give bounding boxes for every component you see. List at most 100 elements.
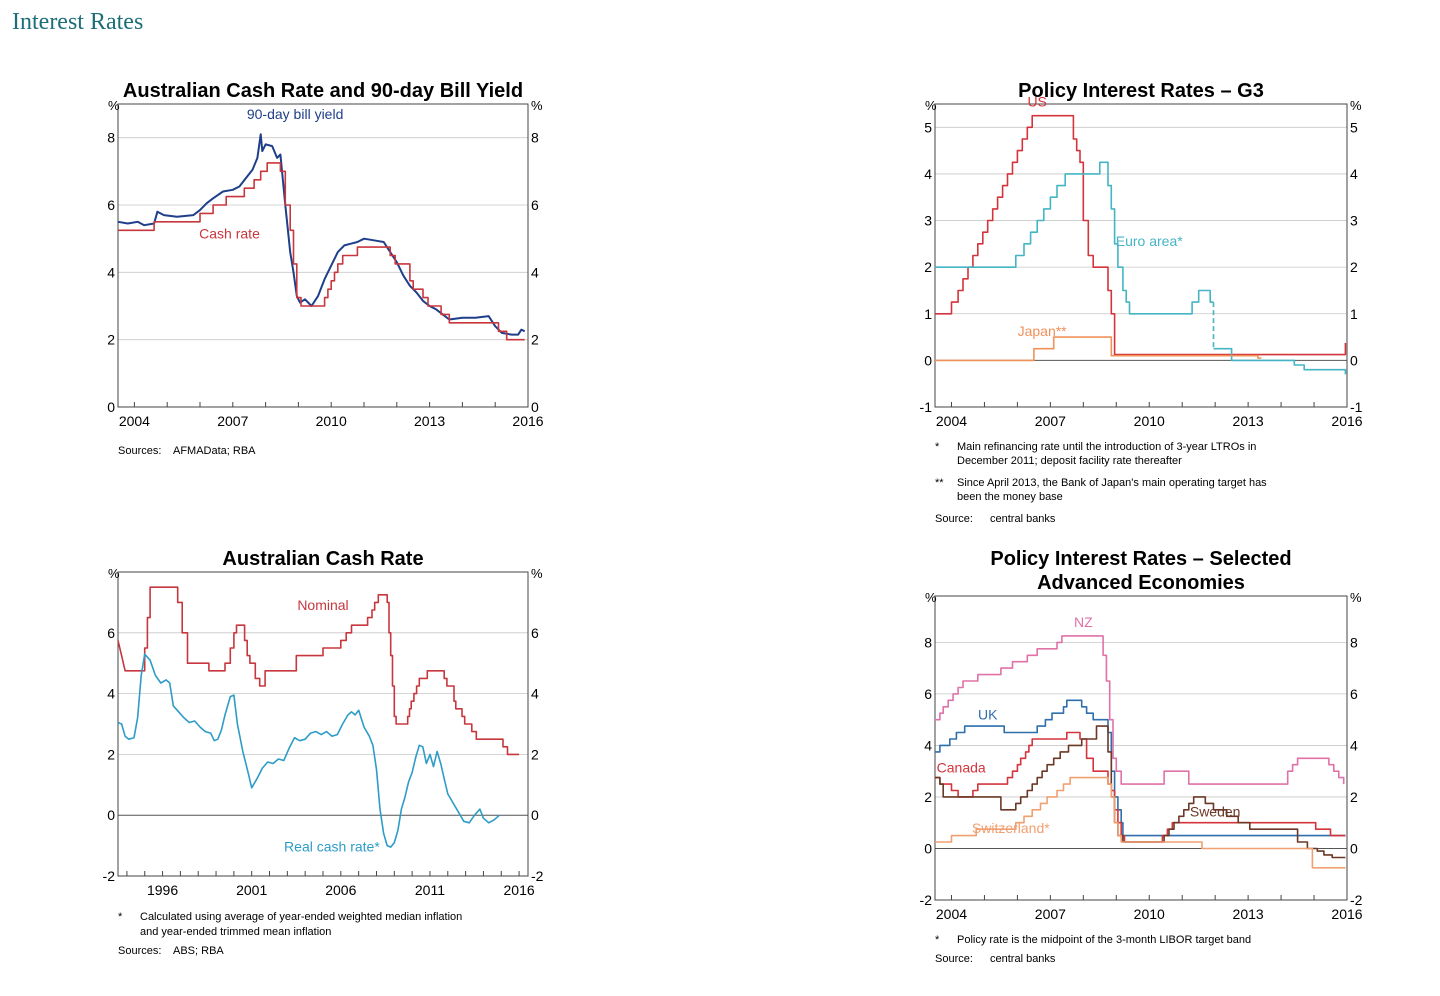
y-tick-label-left: 4 xyxy=(924,166,932,182)
x-tick-label: 2004 xyxy=(936,906,967,922)
y-tick-label-left: 0 xyxy=(107,807,115,823)
chart-policy-rates-selected-advanced-economies: Policy Interest Rates – Selected Advanced… xyxy=(0,542,1440,982)
series-line-euro-area-deposit-solid xyxy=(1213,347,1347,375)
footnote-text: been the money base xyxy=(957,491,1063,503)
x-tick-label: 2004 xyxy=(119,413,150,429)
series-label: Cash rate xyxy=(199,226,260,242)
y-tick-label-left: 1 xyxy=(924,306,932,322)
chart-svg: Policy Interest Rates – G3% % -1 -1 0 0 1 1 2 2 3 3… xyxy=(920,80,1363,525)
series-label: Sweden xyxy=(1190,803,1241,819)
y-tick-label-right: 6 xyxy=(531,625,539,641)
series-line-canada xyxy=(935,731,1346,843)
x-tick-label: 2016 xyxy=(1331,413,1362,429)
x-tick-label: 2013 xyxy=(1233,906,1264,922)
unit-label-right: % xyxy=(1350,590,1362,605)
y-tick-label-left: 4 xyxy=(924,737,932,753)
footnote-text: Main refinancing rate until the introduc… xyxy=(957,441,1256,453)
y-tick-label-right: -1 xyxy=(1350,399,1363,415)
y-tick-label-right: 8 xyxy=(531,130,539,146)
y-tick-label-left: 0 xyxy=(107,399,115,415)
y-tick-label-right: 3 xyxy=(1350,213,1358,229)
chart-svg: Australian Cash Rate and 90-day Bill Yie… xyxy=(107,80,544,457)
source-label: Sources: xyxy=(118,945,161,957)
x-tick-label: 2010 xyxy=(1134,906,1165,922)
x-tick-label: 2013 xyxy=(1233,413,1264,429)
x-tick-label: 2001 xyxy=(236,882,267,898)
plot-frame xyxy=(934,595,1348,901)
series-label: Real cash rate* xyxy=(284,839,380,855)
source-text: central banks xyxy=(990,513,1056,525)
source-label: Source: xyxy=(935,513,973,525)
y-tick-label-left: 2 xyxy=(107,332,115,348)
series-line-uk xyxy=(935,699,1346,837)
x-tick-label: 2011 xyxy=(415,882,445,898)
x-tick-label: 2007 xyxy=(1035,413,1066,429)
series-label: Switzerland* xyxy=(972,820,1050,836)
unit-label-left: % xyxy=(925,590,937,605)
x-tick-label: 2010 xyxy=(316,413,347,429)
source-label: Source: xyxy=(935,953,973,965)
footnote-text: Policy rate is the midpoint of the 3-mon… xyxy=(957,934,1251,946)
x-tick-label: 2006 xyxy=(325,882,356,898)
y-tick-label-right: 8 xyxy=(1350,634,1358,650)
footnote-mark: * xyxy=(118,911,123,923)
y-tick-label-left: 0 xyxy=(924,352,932,368)
series-line-nominal xyxy=(117,586,520,756)
series-line-nz xyxy=(935,635,1345,785)
y-tick-label-left: -1 xyxy=(920,399,933,415)
y-tick-label-right: 5 xyxy=(1350,119,1358,135)
y-tick-label-left: 0 xyxy=(924,840,932,856)
chart-policy-rates-g3: Policy Interest Rates – G3%% -1 -1 0 0 1 1 2 2 3 3… xyxy=(0,74,1440,534)
y-tick-label-left: 4 xyxy=(107,264,115,280)
y-tick-label-right: 2 xyxy=(1350,789,1358,805)
plot-frame xyxy=(934,103,1348,408)
footnote-text: Since April 2013, the Bank of Japan's ma… xyxy=(957,477,1267,489)
y-tick-label-right: 4 xyxy=(1350,166,1358,182)
footnote-text: Calculated using average of year-ended w… xyxy=(140,911,462,923)
x-tick-label: 2007 xyxy=(217,413,248,429)
y-tick-label-left: 3 xyxy=(924,213,932,229)
unit-label-left: % xyxy=(108,98,120,113)
series-label: 90-day bill yield xyxy=(247,106,344,122)
y-tick-label-right: 1 xyxy=(1350,306,1358,322)
y-tick-label-right: -2 xyxy=(1350,892,1363,908)
series-line-90-day-bill-yield xyxy=(117,133,526,336)
y-tick-label-right: 4 xyxy=(1350,737,1358,753)
y-tick-label-left: 5 xyxy=(924,119,932,135)
chart-title: Australian Cash Rate and 90-day Bill Yie… xyxy=(123,80,523,102)
series-label: Euro area* xyxy=(1116,233,1183,249)
chart-svg: Australian Cash Rate% % -2 -2 0 0 2 2 4 4 6 6 1996 20… xyxy=(103,548,544,957)
x-tick-label: 2016 xyxy=(504,882,535,898)
series-label: UK xyxy=(978,707,998,723)
y-tick-label-right: 2 xyxy=(531,332,539,348)
x-tick-label: 2013 xyxy=(414,413,445,429)
y-tick-label-left: 8 xyxy=(107,130,115,146)
unit-label-right: % xyxy=(531,98,543,113)
chart-title: Australian Cash Rate xyxy=(222,548,423,570)
series-line-cash-rate xyxy=(118,162,525,341)
x-tick-label: 2016 xyxy=(512,413,543,429)
footnote-text: December 2011; deposit facility rate the… xyxy=(957,455,1182,467)
y-tick-label-right: 4 xyxy=(531,264,539,280)
series-label: US xyxy=(1027,93,1046,109)
footnote-mark: ** xyxy=(935,477,944,489)
series-label: Japan** xyxy=(1018,323,1068,339)
y-tick-label-right: 6 xyxy=(531,197,539,213)
footnote-mark: * xyxy=(935,934,940,946)
series-line-japan xyxy=(935,336,1262,362)
y-tick-label-left: 2 xyxy=(924,259,932,275)
y-tick-label-right: 0 xyxy=(531,807,539,823)
x-tick-label: 2016 xyxy=(1331,906,1362,922)
footnote-mark: * xyxy=(935,441,940,453)
y-tick-label-left: 6 xyxy=(924,686,932,702)
series-line-euro-area xyxy=(935,161,1214,315)
chart-australian-cash-rate: Australian Cash Rate%% -2 -2 0 0 2 2 4 4 6 6 1996 20… xyxy=(0,542,720,962)
series-line-switzerland xyxy=(935,776,1346,869)
chart-title: Advanced Economies xyxy=(1037,572,1245,594)
y-tick-label-left: 8 xyxy=(924,634,932,650)
y-tick-label-right: 2 xyxy=(1350,259,1358,275)
page-title: Interest Rates xyxy=(12,9,144,35)
y-tick-label-right: 2 xyxy=(531,746,539,762)
chart-title: Policy Interest Rates – Selected xyxy=(990,548,1291,570)
source-text: central banks xyxy=(990,953,1056,965)
